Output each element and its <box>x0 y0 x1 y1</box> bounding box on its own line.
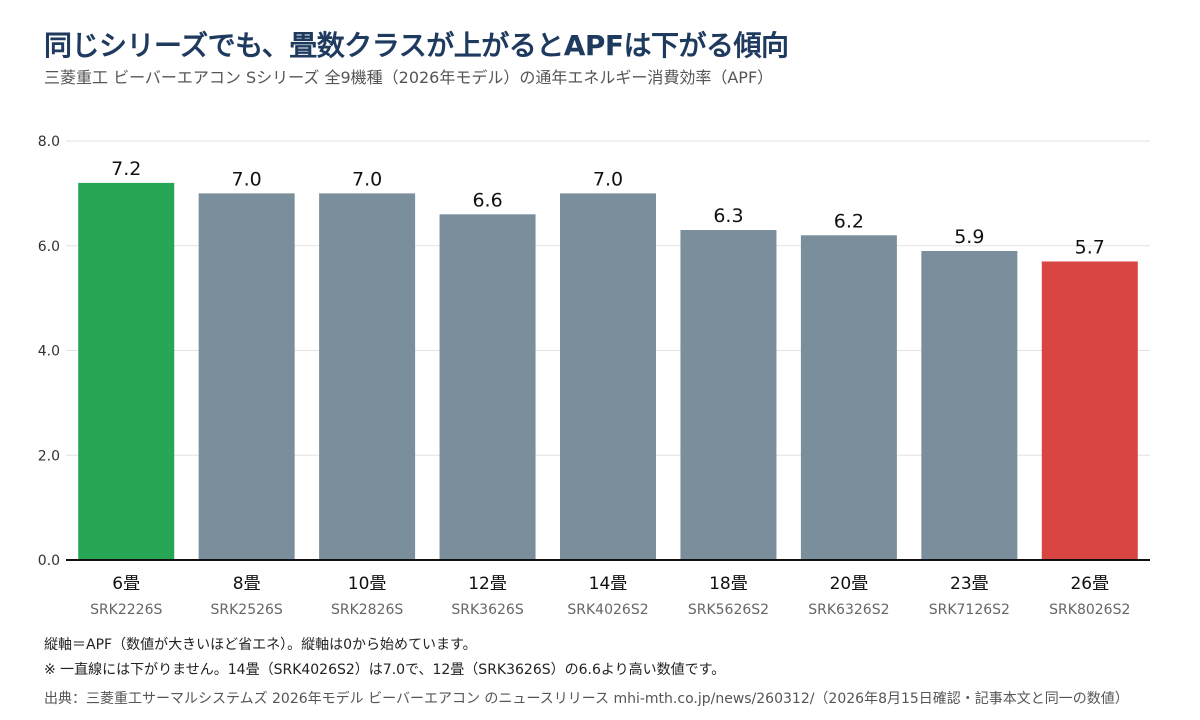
y-tick-label: 2.0 <box>38 448 60 464</box>
data-label: 7.0 <box>352 168 382 190</box>
data-label: 7.2 <box>111 158 141 180</box>
data-label: 7.0 <box>232 168 262 190</box>
chart-subtitle: 三菱重工 ビーバーエアコン Sシリーズ 全9機種（2026年モデル）の通年エネル… <box>44 68 774 87</box>
x-tick-label: 10畳 <box>348 574 387 594</box>
data-label: 6.6 <box>472 189 502 211</box>
data-label: 5.7 <box>1075 236 1105 258</box>
x-tick-label: 6畳 <box>112 574 140 594</box>
x-model-label: SRK6326S2 <box>808 602 889 618</box>
x-model-label: SRK3626S <box>451 602 523 618</box>
y-tick-label: 0.0 <box>38 553 60 569</box>
x-model-label: SRK2226S <box>90 602 162 618</box>
source-citation: 出典：三菱重工サーマルシステムズ 2026年モデル ビーバーエアコン のニュース… <box>44 691 1129 707</box>
x-model-label: SRK7126S2 <box>929 602 1010 618</box>
bar <box>560 193 656 560</box>
x-tick-label: 8畳 <box>233 574 261 594</box>
y-tick-label: 6.0 <box>38 239 60 255</box>
x-model-label: SRK2826S <box>331 602 403 618</box>
x-tick-label: 18畳 <box>709 574 748 594</box>
x-model-label: SRK4026S2 <box>567 602 648 618</box>
bar <box>680 230 777 560</box>
bar <box>921 250 1018 561</box>
bar <box>1041 261 1138 560</box>
x-model-label: SRK8026S2 <box>1049 602 1130 618</box>
bar <box>78 182 175 560</box>
y-tick-label: 8.0 <box>38 134 60 150</box>
x-tick-label: 12畳 <box>468 574 507 594</box>
bar <box>198 193 295 560</box>
bar <box>319 193 416 560</box>
data-label: 7.0 <box>593 168 623 190</box>
x-tick-label: 26畳 <box>1070 574 1109 594</box>
x-tick-label: 23畳 <box>950 574 989 594</box>
exception-note: ※ 一直線には下がりません。14畳（SRK4026S2）は7.0で、12畳（SR… <box>44 662 726 678</box>
chart-title: 同じシリーズでも、畳数クラスが上がるとAPFは下がる傾向 <box>44 29 789 62</box>
bar-chart: 0.0 2.0 4.0 6.0 8.0 7.2 6畳 SRK2226S 7.0 8畳 SRK2526… <box>38 134 1150 618</box>
x-tick-label: 14畳 <box>589 574 628 594</box>
data-label: 6.3 <box>713 205 743 227</box>
data-label: 6.2 <box>834 210 864 232</box>
bar <box>800 235 897 560</box>
x-tick-label: 20畳 <box>830 574 869 594</box>
x-model-label: SRK2526S <box>211 602 283 618</box>
bar <box>439 214 536 560</box>
axis-note: 縦軸＝APF（数値が大きいほど省エネ）。縦軸は0から始めています。 <box>44 637 477 653</box>
x-model-label: SRK5626S2 <box>688 602 769 618</box>
data-label: 5.9 <box>954 226 984 248</box>
y-tick-label: 4.0 <box>38 344 60 360</box>
